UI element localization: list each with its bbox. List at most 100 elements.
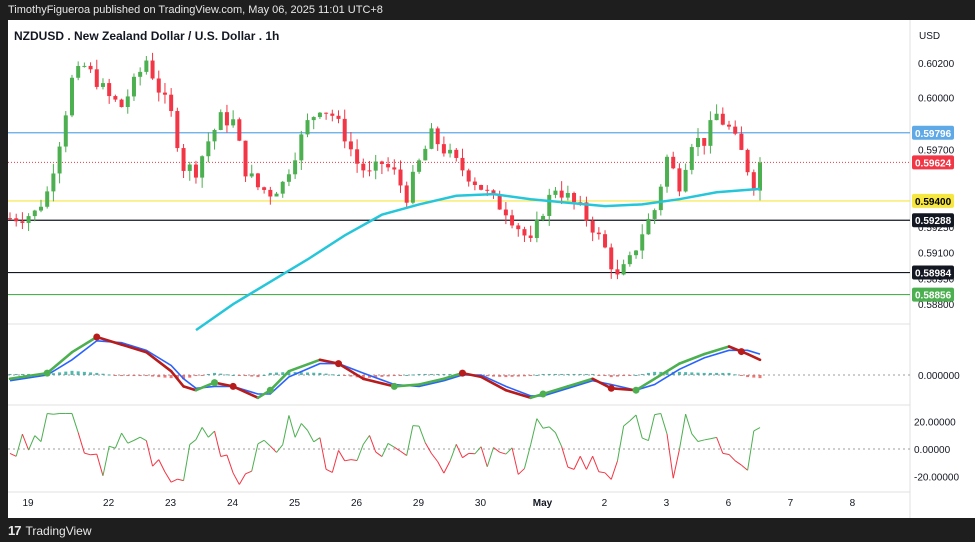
- osc-segment-36: [226, 454, 234, 474]
- price-label-1: 0.59624: [915, 158, 952, 169]
- candle-body-72: [454, 149, 459, 158]
- osc-segment-40: [251, 443, 259, 472]
- macd-hist-bar-62: [392, 375, 396, 377]
- macd-hist-bar-93: [584, 373, 588, 375]
- osc-tick-2: -20.00000: [914, 472, 959, 483]
- macd-line-segment-7: [182, 385, 198, 392]
- candle-body-80: [503, 209, 508, 216]
- price-label-box-0: [912, 125, 954, 140]
- currency-label[interactable]: USD: [919, 31, 940, 42]
- osc-segment-115: [716, 437, 724, 454]
- macd-hist-bar-98: [615, 375, 619, 377]
- macd-hist-bar-102: [640, 373, 644, 375]
- candle-body-21: [138, 71, 143, 77]
- macd-hist-bar-18: [120, 375, 124, 377]
- candle-body-14: [94, 69, 99, 87]
- candle-body-38: [243, 140, 248, 177]
- plot-background: [8, 20, 910, 518]
- macd-hist-bar-65: [411, 374, 415, 376]
- price-label-box-5: [912, 287, 954, 302]
- candle-body-48: [305, 120, 310, 135]
- osc-segment-111: [691, 433, 699, 442]
- osc-segment-92: [573, 456, 581, 470]
- osc-segment-81: [505, 447, 513, 455]
- macd-cross-up-3: [390, 382, 398, 390]
- macd-hist-bar-79: [498, 375, 502, 377]
- macd-hist-bar-3: [27, 373, 31, 375]
- candle-body-66: [417, 160, 422, 172]
- macd-hist-bar-2: [20, 373, 24, 375]
- osc-segment-100: [623, 420, 631, 427]
- candle-body-100: [627, 255, 632, 265]
- osc-segment-85: [530, 418, 538, 445]
- price-label-box-2: [912, 193, 954, 208]
- osc-segment-50: [313, 437, 321, 443]
- osc-segment-37: [232, 472, 240, 485]
- macd-hist-bar-78: [491, 375, 495, 377]
- osc-segment-98: [610, 460, 618, 480]
- publisher-bar: TimothyFigueroa published on TradingView…: [0, 0, 975, 20]
- macd-line-segment-5: [145, 350, 173, 373]
- macd-line-segment-13: [287, 358, 322, 373]
- macd-hist-bar-92: [578, 373, 582, 375]
- candle-body-119: [745, 149, 750, 173]
- osc-segment-90: [561, 446, 569, 468]
- candle-body-23: [150, 60, 155, 79]
- macd-hist-bar-38: [244, 375, 248, 377]
- candle-body-61: [386, 163, 391, 168]
- candle-body-22: [144, 60, 149, 72]
- price-tick-6: 0.58950: [918, 274, 955, 285]
- tradingview-logo-icon: 17: [8, 523, 22, 538]
- candle-body-109: [683, 169, 688, 192]
- macd-line-segment-3: [95, 335, 123, 346]
- macd-hist-bar-39: [250, 375, 254, 377]
- osc-segment-49: [307, 430, 315, 443]
- macd-cross-down-0: [93, 333, 101, 341]
- candle-body-6: [45, 191, 50, 207]
- candle-body-4: [32, 210, 37, 217]
- candle-body-25: [162, 92, 167, 95]
- osc-tick-1: 0.00000: [914, 445, 951, 456]
- tradingview-logo[interactable]: 17 TradingView: [8, 523, 92, 538]
- osc-segment-7: [47, 412, 54, 415]
- osc-segment-30: [189, 439, 197, 445]
- candle-body-62: [392, 167, 397, 170]
- osc-segment-112: [697, 439, 705, 443]
- candle-body-108: [677, 168, 682, 192]
- osc-segment-18: [114, 432, 123, 449]
- osc-segment-94: [585, 456, 594, 470]
- candle-body-71: [448, 149, 453, 154]
- osc-segment-41: [257, 439, 265, 445]
- macd-line-segment-22: [504, 388, 532, 400]
- macd-hist-bar-12: [82, 371, 86, 375]
- x-tick-5: 26: [351, 498, 363, 509]
- candle-body-95: [596, 232, 601, 235]
- macd-hist-bar-101: [634, 375, 638, 376]
- macd-hist-bar-33: [213, 372, 217, 375]
- osc-segment-108: [672, 449, 680, 479]
- macd-line-segment-30: [678, 352, 706, 365]
- osc-segment-3: [21, 433, 30, 451]
- macd-line-segment-6: [169, 369, 185, 388]
- candle-body-113: [708, 120, 713, 146]
- osc-segment-102: [635, 414, 643, 439]
- macd-line-segment-27: [609, 386, 638, 392]
- candle-body-49: [311, 117, 316, 121]
- osc-segment-87: [542, 426, 550, 429]
- candle-body-101: [634, 250, 639, 256]
- osc-segment-54: [338, 450, 346, 462]
- macd-cross-down-4: [607, 384, 615, 392]
- macd-line-segment-18: [417, 377, 446, 386]
- osc-segment-14: [90, 453, 97, 456]
- macd-hist-bar-115: [721, 372, 725, 375]
- osc-segment-26: [164, 471, 172, 483]
- macd-hist-bar-114: [715, 372, 719, 375]
- price-tick-1: 0.60000: [918, 94, 955, 105]
- osc-segment-77: [480, 446, 488, 467]
- macd-hist-bar-0: [8, 373, 12, 375]
- osc-segment-60: [375, 451, 383, 457]
- osc-segment-20: [127, 439, 135, 444]
- candle-body-53: [336, 115, 341, 119]
- macd-hist-bar-80: [504, 375, 508, 378]
